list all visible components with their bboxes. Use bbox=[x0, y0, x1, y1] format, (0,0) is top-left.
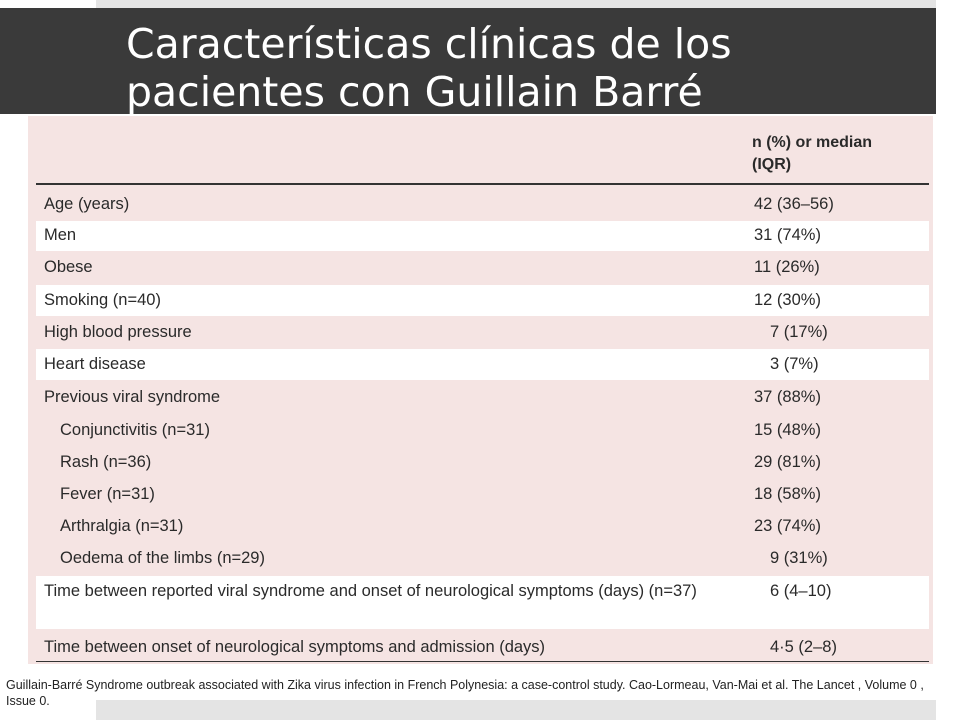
table-row: Time between onset of neurological sympt… bbox=[36, 633, 929, 661]
row-value: 23 (74%) bbox=[754, 517, 821, 535]
table-row: Fever (n=31) 18 (58%) bbox=[36, 479, 929, 511]
row-label: Obese bbox=[44, 258, 93, 276]
title-bar: Características clínicas de los paciente… bbox=[0, 8, 936, 116]
row-label: Smoking (n=40) bbox=[44, 291, 161, 309]
row-value: 7 (17%) bbox=[770, 323, 828, 341]
table-row: Conjunctivitis (n=31) 15 (48%) bbox=[36, 414, 929, 446]
row-label: Conjunctivitis (n=31) bbox=[60, 421, 210, 439]
table-row: Rash (n=36) 29 (81%) bbox=[36, 447, 929, 479]
row-value: 11 (26%) bbox=[754, 258, 820, 276]
header-divider bbox=[36, 183, 929, 185]
slide-title: Características clínicas de los paciente… bbox=[126, 20, 732, 116]
row-value: 42 (36–56) bbox=[754, 195, 834, 213]
row-value: 3 (7%) bbox=[770, 355, 819, 373]
clinical-table-panel bbox=[28, 116, 933, 664]
row-value: 37 (88%) bbox=[754, 388, 821, 406]
table-row: Previous viral syndrome 37 (88%) bbox=[36, 381, 929, 413]
row-value: 4·5 (2–8) bbox=[770, 638, 837, 656]
row-value: 9 (31%) bbox=[770, 549, 828, 567]
table-row: Smoking (n=40) 12 (30%) bbox=[36, 285, 929, 316]
row-label: Previous viral syndrome bbox=[44, 388, 221, 406]
table-row: Arthralgia (n=31) 23 (74%) bbox=[36, 511, 929, 543]
row-label: Men bbox=[44, 226, 77, 244]
table-row: Age (years) 42 (36–56) bbox=[36, 190, 929, 220]
bottom-decorative-stripe bbox=[96, 700, 936, 720]
table-row: Heart disease 3 (7%) bbox=[36, 349, 929, 380]
row-value: 6 (4–10) bbox=[770, 582, 832, 600]
table-row: High blood pressure 7 (17%) bbox=[36, 317, 929, 348]
row-label: Time between reported viral syndrome and… bbox=[44, 582, 697, 600]
table-row: Time between reported viral syndrome and… bbox=[36, 576, 929, 629]
top-decorative-stripe bbox=[96, 0, 936, 8]
row-label: Age (years) bbox=[44, 195, 130, 213]
value-column-header: n (%) or median (IQR) bbox=[752, 134, 873, 173]
row-label: Fever (n=31) bbox=[60, 485, 155, 503]
row-label: Heart disease bbox=[44, 355, 146, 373]
row-value: 12 (30%) bbox=[754, 291, 821, 309]
citation-text: Guillain-Barré Syndrome outbreak associa… bbox=[6, 678, 924, 708]
table-bottom-rule bbox=[36, 661, 929, 662]
row-label: Time between onset of neurological sympt… bbox=[44, 638, 546, 656]
row-label: Rash (n=36) bbox=[60, 453, 152, 471]
row-value: 31 (74%) bbox=[754, 226, 821, 244]
table-row: Men 31 (74%) bbox=[36, 221, 929, 251]
row-label: High blood pressure bbox=[44, 323, 192, 341]
row-label: Arthralgia (n=31) bbox=[60, 517, 184, 535]
row-value: 29 (81%) bbox=[754, 453, 821, 471]
row-label: Oedema of the limbs (n=29) bbox=[60, 549, 265, 567]
right-margin bbox=[936, 0, 960, 720]
table-row: Oedema of the limbs (n=29) 9 (31%) bbox=[36, 543, 929, 575]
row-value: 18 (58%) bbox=[754, 485, 821, 503]
row-value: 15 (48%) bbox=[754, 421, 821, 439]
table-row: Obese 11 (26%) bbox=[36, 253, 929, 283]
